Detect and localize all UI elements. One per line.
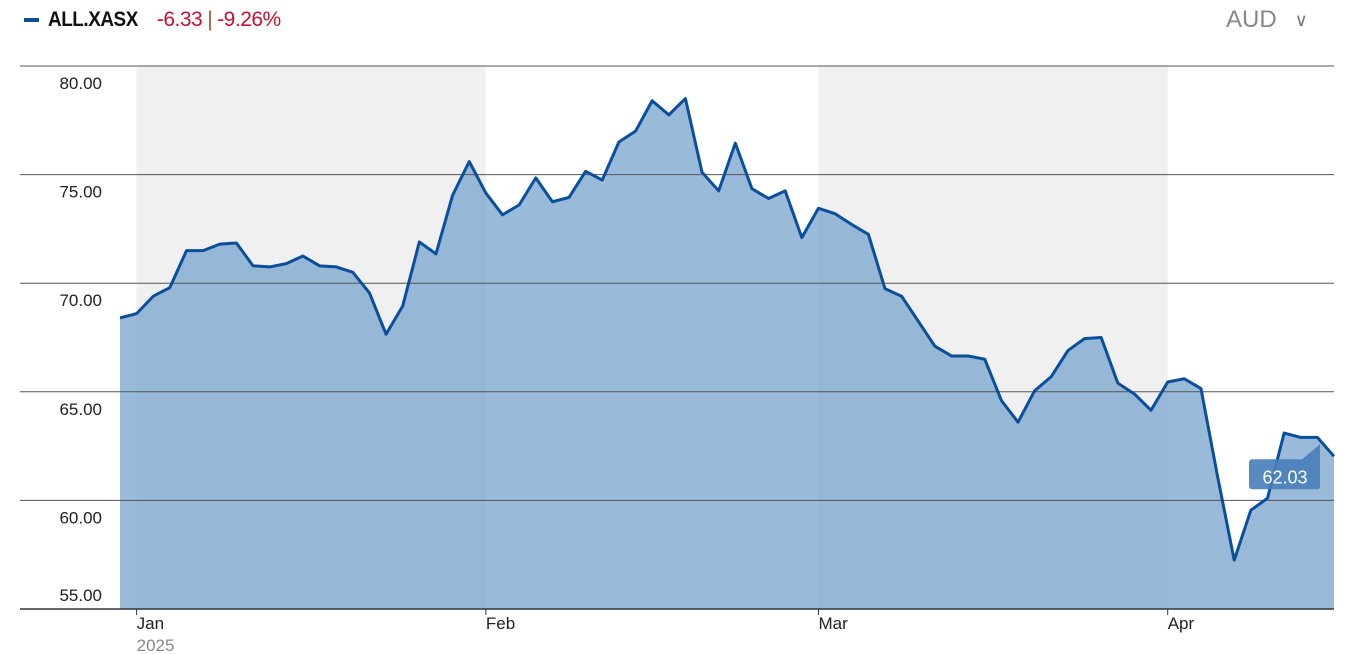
currency-select[interactable]: AUD ∨ <box>1226 6 1308 34</box>
x-tick-label: Jan <box>137 614 164 633</box>
ticker-label: ALL.XASX <box>48 8 138 31</box>
y-tick-label: 80.00 <box>59 74 102 93</box>
last-value-label: 62.03 <box>1262 467 1307 487</box>
x-tick-label: Mar <box>818 614 848 633</box>
y-tick-label: 65.00 <box>59 400 102 419</box>
price-area <box>120 98 1334 609</box>
x-tick-year: 2025 <box>137 636 175 654</box>
price-change: -6.33 <box>156 8 203 31</box>
y-tick-label: 75.00 <box>59 183 102 202</box>
currency-value: AUD <box>1226 6 1277 33</box>
x-tick-label: Apr <box>1168 614 1195 633</box>
y-tick-label: 70.00 <box>59 291 102 310</box>
separator: | <box>207 8 213 31</box>
percent-change: -9.26% <box>217 8 281 31</box>
chevron-down-icon: ∨ <box>1294 9 1308 30</box>
series-swatch <box>24 18 39 22</box>
y-tick-label: 55.00 <box>59 586 102 605</box>
legend: ALL.XASX -6.33 | -9.26% <box>24 8 281 32</box>
last-value-badge <box>1249 444 1320 490</box>
x-tick-label: Feb <box>486 614 515 633</box>
y-tick-label: 60.00 <box>59 508 102 527</box>
price-line <box>119 97 1336 562</box>
